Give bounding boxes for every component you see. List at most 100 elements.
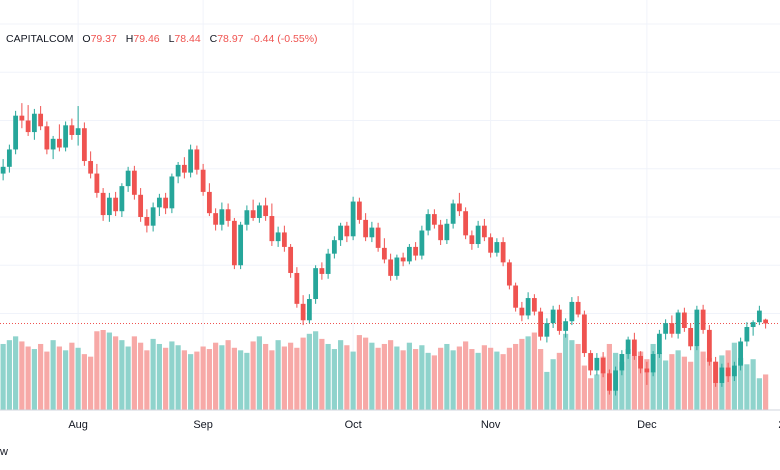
- candle-body: [225, 209, 231, 221]
- volume-bar: [150, 338, 156, 410]
- candle-body: [600, 357, 606, 374]
- candle-body: [294, 272, 300, 304]
- candle-body: [525, 298, 531, 316]
- volume-bar: [463, 341, 469, 410]
- volume-bar: [88, 356, 94, 410]
- legend-open-value: 79.37: [90, 33, 117, 45]
- volume-bar: [544, 371, 550, 410]
- volume-bar: [569, 340, 575, 410]
- volume-bar: [231, 347, 237, 410]
- candle-body: [106, 197, 112, 216]
- volume-bar: [706, 357, 712, 410]
- volume-bar: [694, 346, 700, 410]
- candle-body: [325, 253, 331, 274]
- candle-body: [594, 357, 600, 371]
- volume-bar: [600, 356, 606, 410]
- volume-bar: [275, 340, 281, 410]
- candle-body: [413, 246, 419, 256]
- volume-bar: [163, 347, 169, 410]
- candle-body: [513, 285, 519, 308]
- volume-bar: [100, 330, 106, 410]
- candle-body: [219, 209, 225, 225]
- candle-body: [569, 301, 575, 322]
- volume-bar: [669, 354, 675, 410]
- volume-bar: [6, 340, 12, 410]
- candle-body: [663, 323, 669, 334]
- volume-bar: [281, 346, 287, 410]
- volume-bar: [675, 350, 681, 410]
- candles: [0, 103, 769, 396]
- volume-bar: [663, 360, 669, 410]
- candle-body: [194, 149, 200, 170]
- candle-body: [581, 314, 587, 354]
- candle-body: [181, 164, 187, 173]
- candle-body: [238, 224, 244, 266]
- volume-bar: [338, 340, 344, 410]
- volume-bar: [494, 351, 500, 410]
- candle-body: [56, 138, 62, 148]
- candle-body: [544, 323, 550, 337]
- candle-body: [556, 309, 562, 331]
- volume-bar: [500, 354, 506, 410]
- candle-body: [506, 262, 512, 286]
- candle-body: [475, 225, 481, 245]
- volume-bar: [113, 336, 119, 410]
- legend-open-label: O: [82, 33, 91, 45]
- x-tick-label: Nov: [481, 419, 501, 431]
- volume-bar: [81, 354, 87, 410]
- candle-body: [213, 213, 219, 225]
- candle-body: [675, 312, 681, 334]
- volume-bar: [513, 343, 519, 410]
- candle-body: [13, 115, 19, 150]
- volume-bar: [369, 342, 375, 410]
- volume-bar: [375, 347, 381, 410]
- candle-body: [444, 223, 450, 241]
- volume-bar: [756, 378, 762, 410]
- candle-body: [319, 268, 325, 274]
- volume-bar: [344, 345, 350, 410]
- legend-low-value: 78.44: [174, 33, 201, 45]
- volume-bar: [488, 347, 494, 410]
- volume-bar: [531, 332, 537, 410]
- volume-bar: [94, 331, 100, 410]
- volume-bar: [475, 352, 481, 410]
- volume-bar: [638, 351, 644, 410]
- candle-body: [375, 227, 381, 248]
- candle-body: [419, 230, 425, 256]
- candle-body: [250, 210, 256, 218]
- volume-bar: [350, 351, 356, 410]
- volume-bar: [556, 352, 562, 410]
- legend-change: -0.44 (-0.55%): [250, 33, 318, 45]
- candle-body: [231, 220, 237, 266]
- candle-body: [550, 309, 556, 324]
- candle-body: [638, 355, 644, 369]
- candle-body: [263, 205, 269, 217]
- volume-bar: [588, 378, 594, 410]
- candle-body: [144, 217, 150, 226]
- candle-body: [656, 333, 662, 355]
- candle-body: [363, 219, 369, 238]
- candle-body: [706, 329, 712, 362]
- volume-bar: [425, 352, 431, 410]
- volume-bar: [25, 346, 31, 410]
- candle-body: [713, 361, 719, 383]
- legend-low-label: L: [168, 33, 175, 45]
- candle-body: [131, 170, 137, 195]
- volume-bar: [738, 357, 744, 410]
- candle-body: [631, 339, 637, 356]
- candle-body: [744, 327, 750, 342]
- volume-bar: [450, 350, 456, 410]
- x-tick-label: Sep: [193, 419, 213, 431]
- volume-bar: [50, 340, 56, 410]
- volume-bar: [169, 341, 175, 410]
- candle-body: [88, 161, 94, 174]
- candle-body: [163, 197, 169, 209]
- candle-body: [431, 214, 437, 225]
- volume-bar: [431, 355, 437, 410]
- candle-body: [25, 120, 31, 133]
- volume-bar: [206, 349, 212, 410]
- candle-body: [481, 225, 487, 238]
- volume-bar: [256, 336, 262, 410]
- volume-bars: [0, 330, 769, 410]
